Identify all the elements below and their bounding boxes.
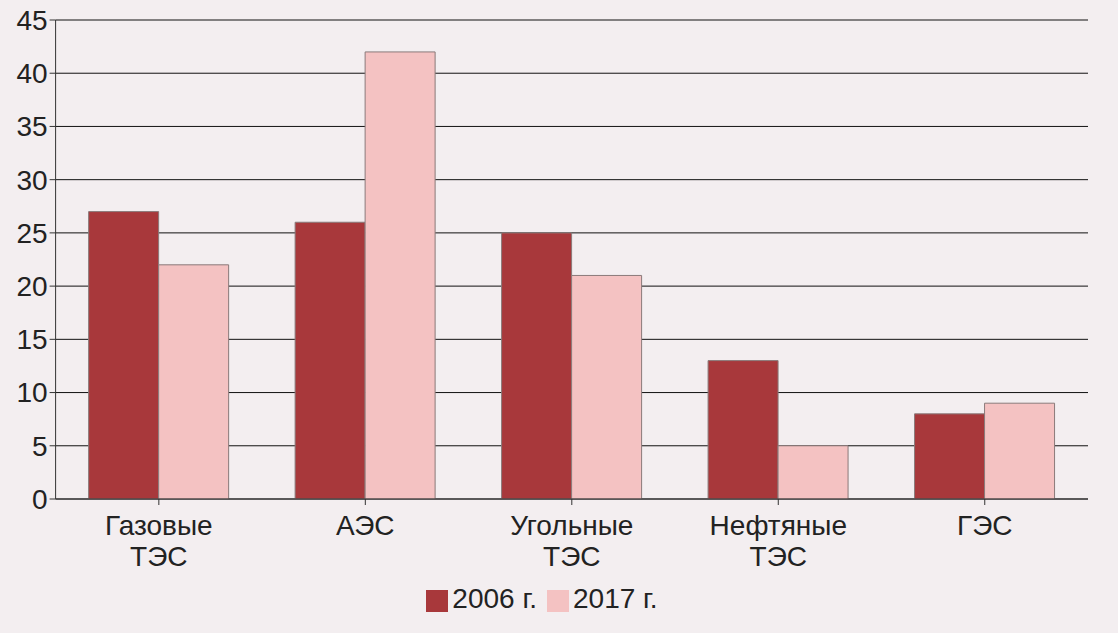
svg-text:АЭС: АЭС	[336, 510, 394, 541]
svg-text:45: 45	[16, 5, 47, 36]
svg-text:0: 0	[32, 484, 48, 515]
html-text:2006 г.: 2006 г.	[452, 583, 537, 614]
svg-text:40: 40	[16, 58, 47, 89]
svg-text:35: 35	[16, 111, 47, 142]
svg-text:5: 5	[32, 431, 48, 462]
svg-text:10: 10	[16, 377, 47, 408]
svg-text:20: 20	[16, 271, 47, 302]
svg-text:ГазовыеТЭС: ГазовыеТЭС	[105, 510, 213, 572]
svg-text:УгольныеТЭС: УгольныеТЭС	[510, 510, 633, 572]
html-text:2017 г.: 2017 г.	[573, 583, 658, 614]
svg-text:30: 30	[16, 165, 47, 196]
svg-text:НефтяныеТЭС: НефтяныеТЭС	[710, 510, 847, 572]
svg-text:15: 15	[16, 324, 47, 355]
svg-text:ГЭС: ГЭС	[957, 510, 1013, 541]
svg-text:25: 25	[16, 218, 47, 249]
